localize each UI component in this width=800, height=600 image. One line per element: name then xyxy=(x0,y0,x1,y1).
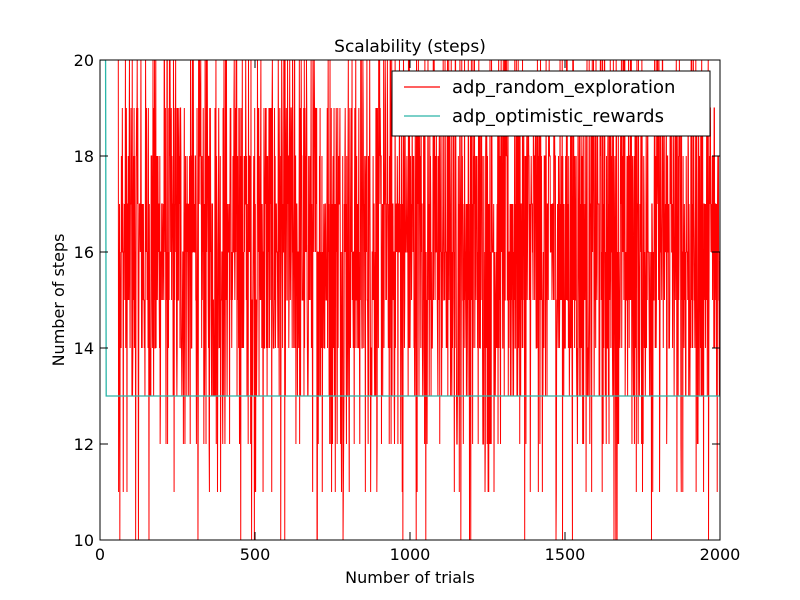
plot-area xyxy=(100,60,720,540)
y-tick-label: 20 xyxy=(74,51,94,70)
legend-label: adp_optimistic_rewards xyxy=(452,106,664,127)
x-tick-label: 0 xyxy=(95,545,105,564)
series-line-adp-optimistic-rewards xyxy=(100,60,720,397)
chart-title: Scalability (steps) xyxy=(334,37,486,57)
x-tick-label: 1500 xyxy=(545,545,586,564)
x-tick-label: 2000 xyxy=(700,545,741,564)
y-tick-label: 10 xyxy=(74,531,94,550)
y-axis-label: Number of steps xyxy=(49,234,68,367)
y-tick-label: 12 xyxy=(74,435,94,454)
x-axis-label: Number of trials xyxy=(345,568,475,587)
y-tick-label: 14 xyxy=(74,339,94,358)
axes: 0 500 1000 1500 2000 10 12 14 16 18 20 xyxy=(74,51,741,564)
legend-label: adp_random_exploration xyxy=(452,77,675,98)
x-tick-label: 1000 xyxy=(390,545,431,564)
legend: adp_random_exploration adp_optimistic_rew… xyxy=(391,70,711,137)
series-line-adp-random-exploration xyxy=(100,60,720,540)
legend-box xyxy=(391,70,711,137)
x-tick-label: 500 xyxy=(240,545,271,564)
y-tick-label: 16 xyxy=(74,243,94,262)
y-tick-label: 18 xyxy=(74,147,94,166)
